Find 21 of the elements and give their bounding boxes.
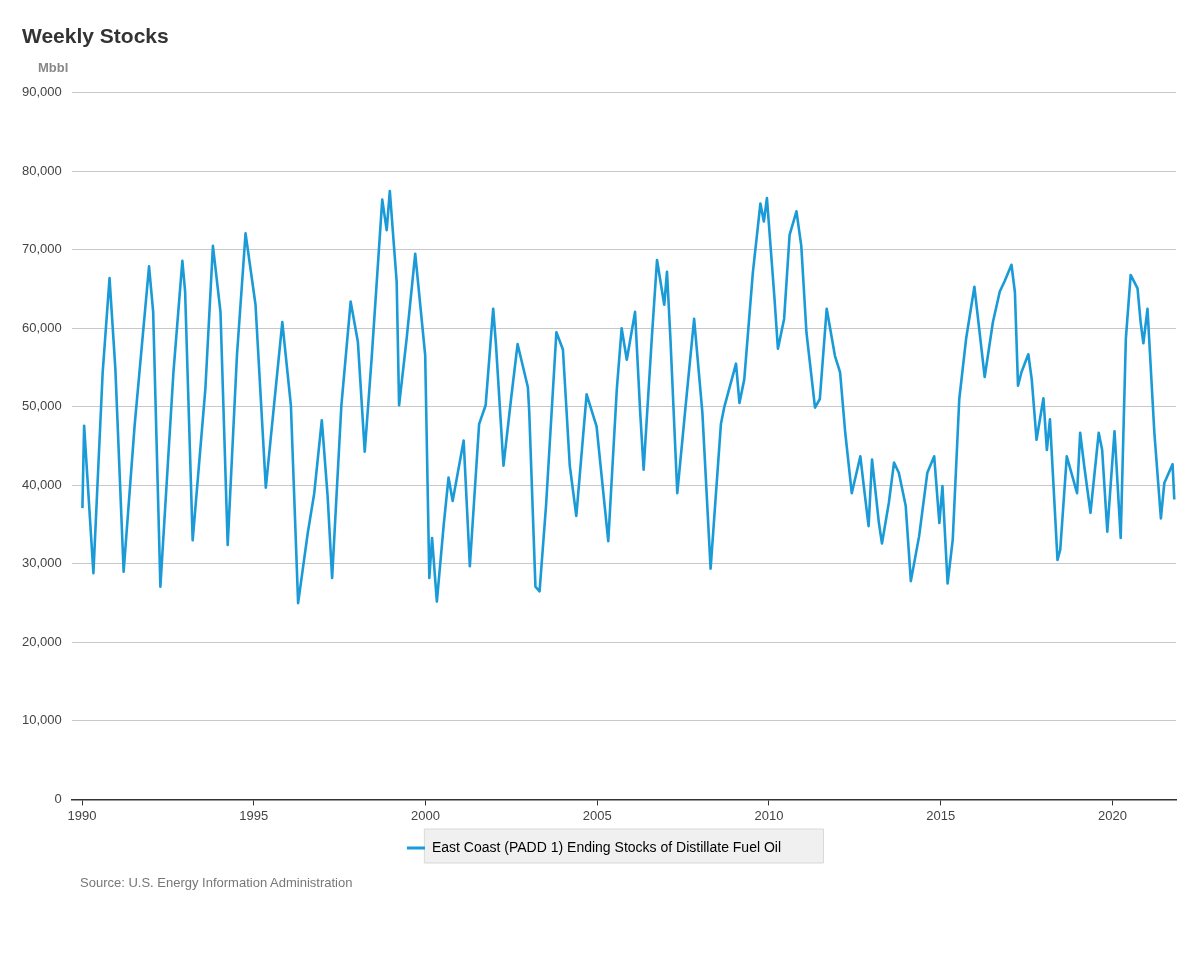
x-tick-label: 2015: [926, 807, 956, 823]
legend-label: East Coast (PADD 1) Ending Stocks of Distillate Fuel Oil: [431, 838, 782, 855]
y-tick-label: 40,000: [22, 476, 62, 492]
y-tick-label: 60,000: [22, 319, 62, 335]
x-tick-label: 1990: [67, 807, 97, 823]
y-tick-label: 90,000: [22, 84, 62, 100]
x-tick-label: 2005: [582, 807, 612, 823]
y-tick-label: 10,000: [22, 712, 62, 728]
x-tick-label: 1995: [239, 807, 269, 823]
y-tick-label: 30,000: [22, 555, 62, 571]
x-tick-label: 2010: [754, 807, 784, 823]
x-tick-label: 2000: [411, 807, 440, 823]
y-tick-label: 0: [54, 790, 62, 806]
y-axis-title: Mbbl: [37, 59, 70, 75]
x-tick-label: 2020: [1098, 807, 1127, 823]
y-tick-label: 50,000: [22, 398, 62, 414]
y-tick-label: 80,000: [22, 162, 62, 178]
y-tick-label: 20,000: [22, 633, 62, 649]
source-note: Source: U.S. Energy Information Administration: [79, 874, 354, 890]
y-tick-label: 70,000: [22, 241, 62, 257]
chart-title: Weekly Stocks: [21, 23, 170, 48]
